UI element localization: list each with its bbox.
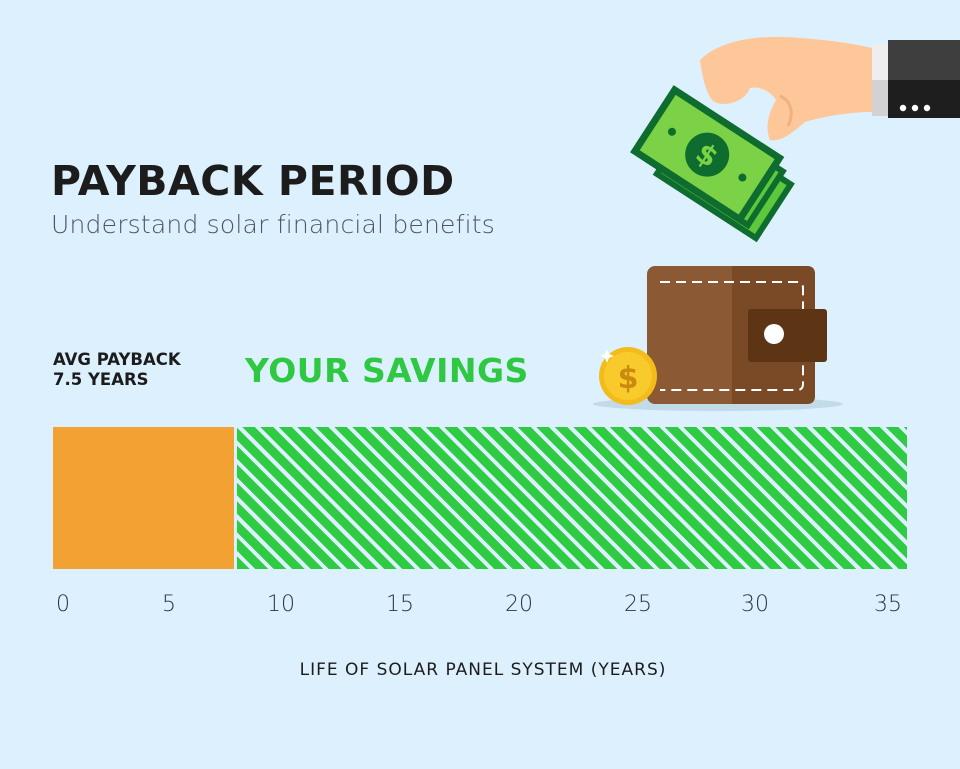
x-tick-label: 25: [624, 592, 652, 617]
avg-payback-title: AVG PAYBACK: [53, 350, 181, 369]
payback-segment: [53, 427, 234, 569]
page-subtitle: Understand solar financial benefits: [51, 210, 495, 239]
x-tick-label: 30: [741, 592, 769, 617]
dollar-bills-icon: $: [630, 85, 795, 243]
payback-bar-chart: [53, 427, 907, 569]
svg-text:$: $: [618, 361, 639, 396]
suit-sleeve-icon: [872, 40, 960, 118]
avg-payback-label: AVG PAYBACK 7.5 YEARS: [53, 350, 181, 390]
x-tick-label: 35: [874, 592, 902, 617]
x-tick-label: 15: [386, 592, 414, 617]
x-tick-label: 0: [56, 592, 70, 617]
x-tick-label: 20: [505, 592, 533, 617]
hand-wallet-illustration: $ $: [593, 36, 960, 411]
x-axis-label: LIFE OF SOLAR PANEL SYSTEM (YEARS): [299, 660, 667, 680]
gold-coin-icon: $: [599, 347, 657, 405]
avg-payback-years: 7.5 YEARS: [53, 370, 149, 389]
x-tick-label: 10: [267, 592, 295, 617]
page-title: PAYBACK PERIOD: [51, 157, 455, 205]
savings-segment: [237, 427, 907, 569]
hand-icon: [700, 36, 872, 141]
wallet-icon: [647, 266, 827, 404]
your-savings-label: YOUR SAVINGS: [245, 351, 529, 390]
x-tick-label: 5: [162, 592, 176, 617]
